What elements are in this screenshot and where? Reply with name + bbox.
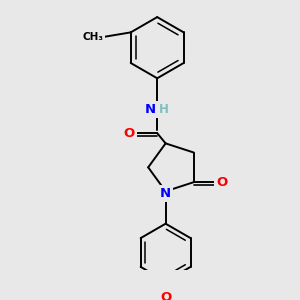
Text: O: O [160, 291, 171, 300]
Text: O: O [216, 176, 227, 189]
Text: H: H [159, 103, 168, 116]
Text: O: O [124, 127, 135, 140]
Text: CH₃: CH₃ [82, 32, 103, 42]
Text: N: N [160, 187, 171, 200]
Text: N: N [144, 103, 156, 116]
